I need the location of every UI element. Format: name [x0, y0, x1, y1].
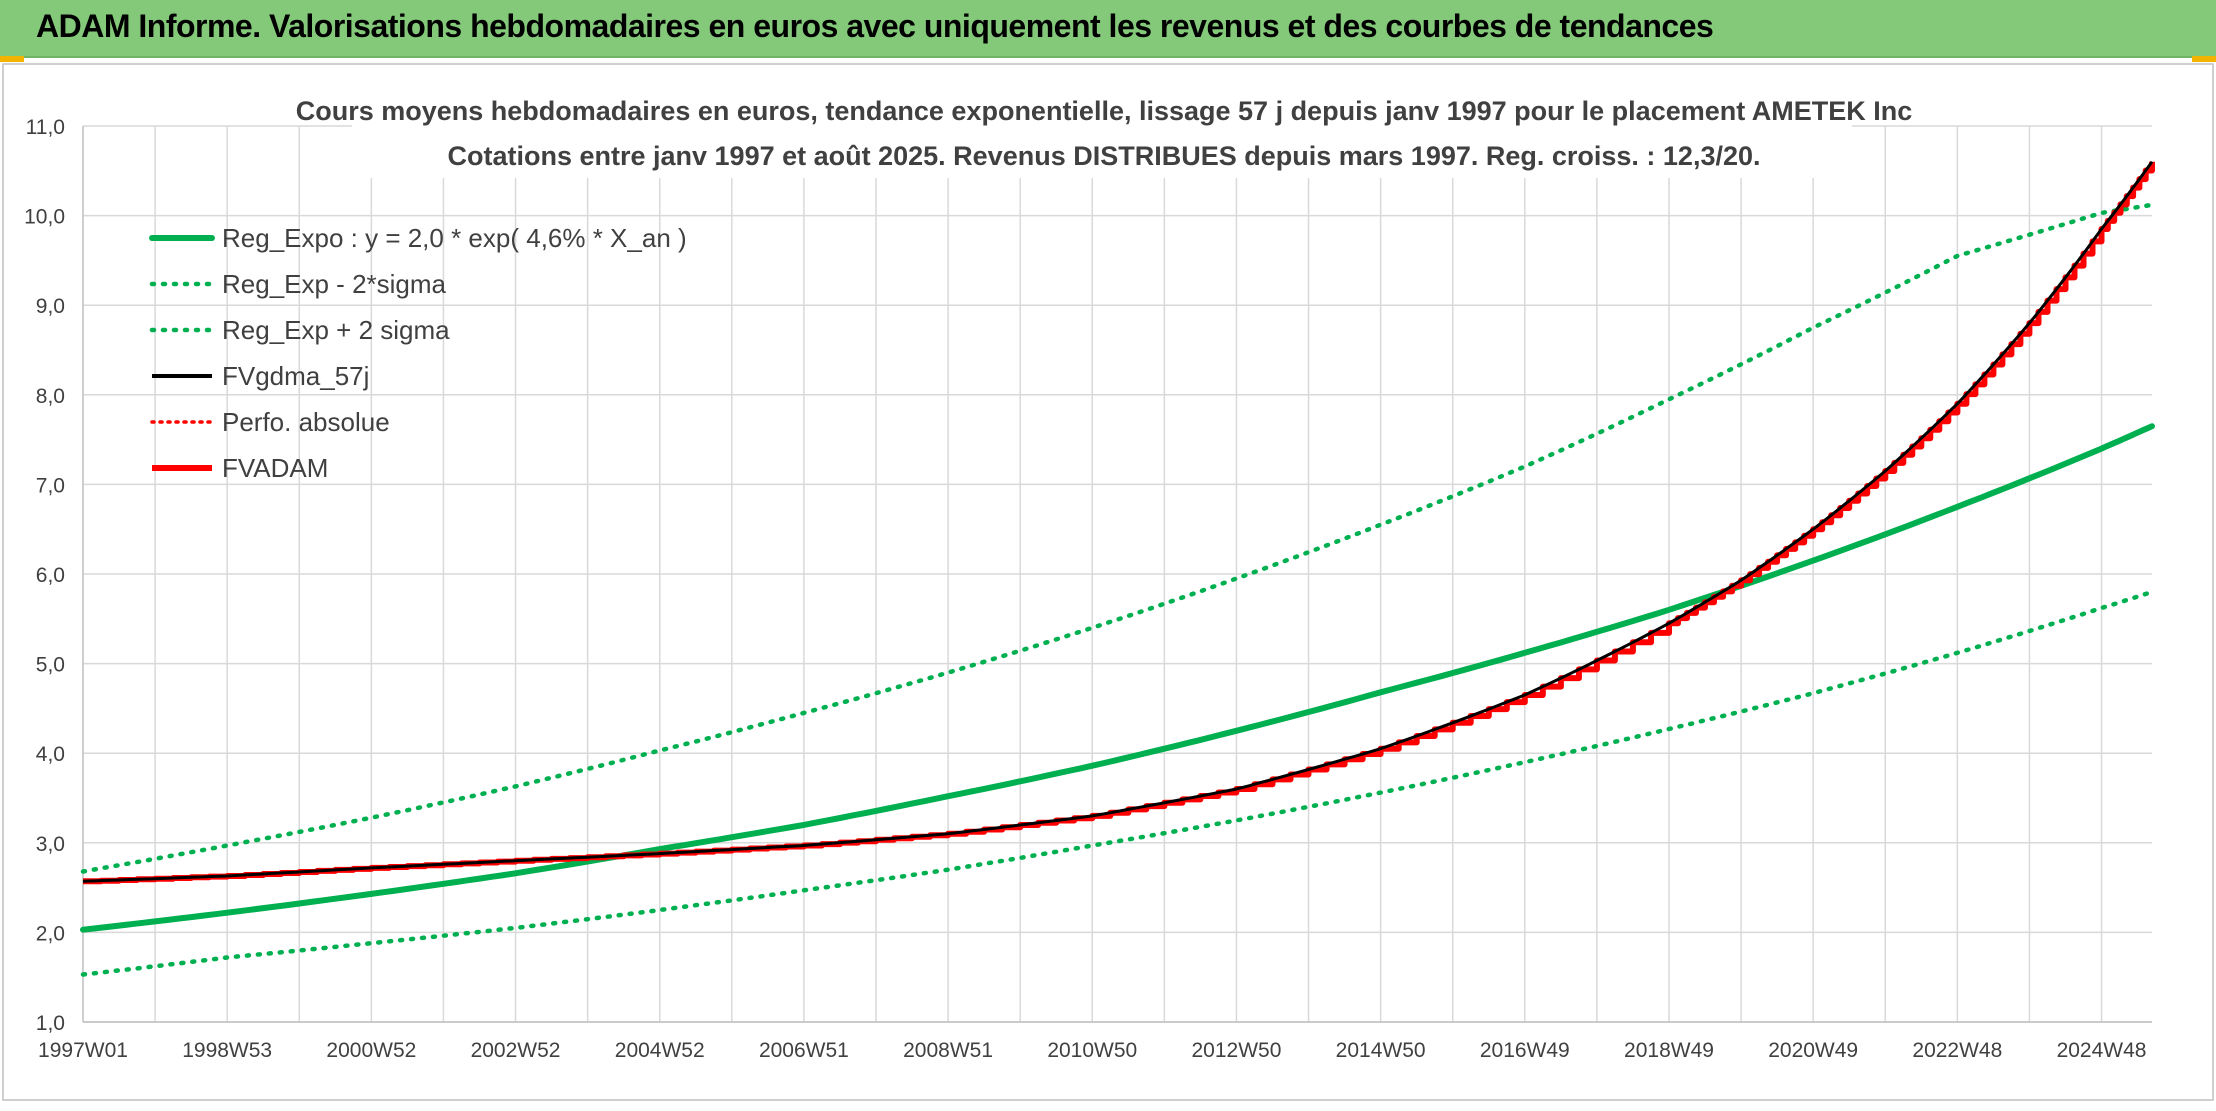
legend: Reg_Expo : y = 2,0 * exp( 4,6% * X_an ) R…	[149, 223, 687, 483]
x-tick-label: 2024W48	[2057, 1039, 2147, 1062]
x-tick-label: 2000W52	[326, 1039, 416, 1062]
y-tick-label: 5,0	[36, 654, 65, 677]
legend-label-4: Perfo. absolue	[222, 407, 390, 437]
legend-label-3: FVgdma_57j	[222, 361, 369, 391]
x-tick-label: 1997W01	[38, 1039, 128, 1062]
banner-title: ADAM Informe. Valorisations hebdomadaire…	[36, 8, 1714, 44]
legend-label-5: FVADAM	[222, 453, 328, 483]
x-tick-label: 2020W49	[1768, 1039, 1858, 1062]
x-tick-label: 2012W50	[1191, 1039, 1281, 1062]
legend-label-0: Reg_Expo : y = 2,0 * exp( 4,6% * X_an )	[222, 223, 687, 253]
series-line-3	[82, 160, 2154, 883]
y-tick-label: 9,0	[36, 295, 65, 318]
y-tick-label: 3,0	[36, 833, 65, 856]
x-tick-label: 2004W52	[615, 1039, 705, 1062]
y-tick-label: 8,0	[36, 385, 65, 408]
y-tick-label: 1,0	[36, 1012, 65, 1035]
x-tick-label: 2022W48	[1912, 1039, 2002, 1062]
top-banner: ADAM Informe. Valorisations hebdomadaire…	[0, 0, 2216, 58]
x-tick-label: 1998W53	[182, 1039, 272, 1062]
corner-mark-right	[2192, 56, 2216, 62]
title-background	[352, 86, 1852, 178]
corner-mark-left	[0, 56, 24, 62]
series-line-0	[80, 423, 2155, 933]
legend-label-2: Reg_Exp + 2 sigma	[222, 315, 450, 345]
series-line-2	[80, 202, 2155, 874]
chart-title: Cours moyens hebdomadaires en euros, ten…	[296, 96, 1913, 126]
x-tick-label: 2014W50	[1336, 1039, 1426, 1062]
legend-label-1: Reg_Exp - 2*sigma	[222, 269, 447, 299]
y-tick-label: 2,0	[36, 922, 65, 945]
series	[80, 160, 2155, 977]
y-tick-label: 7,0	[36, 474, 65, 497]
x-tick-label: 2016W49	[1480, 1039, 1570, 1062]
x-tick-label: 2010W50	[1047, 1039, 1137, 1062]
y-tick-label: 11,0	[26, 116, 65, 139]
chart-subtitle: Cotations entre janv 1997 et août 2025. …	[447, 141, 1760, 171]
x-tick-label: 2018W49	[1624, 1039, 1714, 1062]
x-tick-label: 2002W52	[471, 1039, 561, 1062]
y-tick-label: 10,0	[24, 206, 65, 229]
series-line-1	[80, 589, 2155, 977]
chart-border	[2, 63, 2214, 1101]
x-tick-label: 2006W51	[759, 1039, 849, 1062]
x-tick-label: 2008W51	[903, 1039, 993, 1062]
chart-area: 1,0 2,0 3,0 4,0 5,0 6,0 7,0 8,0 9,0 10,0 11,0 1997W…	[0, 60, 2216, 1106]
y-tick-label: 4,0	[36, 743, 65, 766]
line-chart: 1,0 2,0 3,0 4,0 5,0 6,0 7,0 8,0 9,0 10,0 11,0 1997W…	[2, 63, 2214, 1101]
y-tick-label: 6,0	[36, 564, 65, 587]
axes: 1,0 2,0 3,0 4,0 5,0 6,0 7,0 8,0 9,0 10,0 11,0 1997W…	[24, 116, 2152, 1062]
